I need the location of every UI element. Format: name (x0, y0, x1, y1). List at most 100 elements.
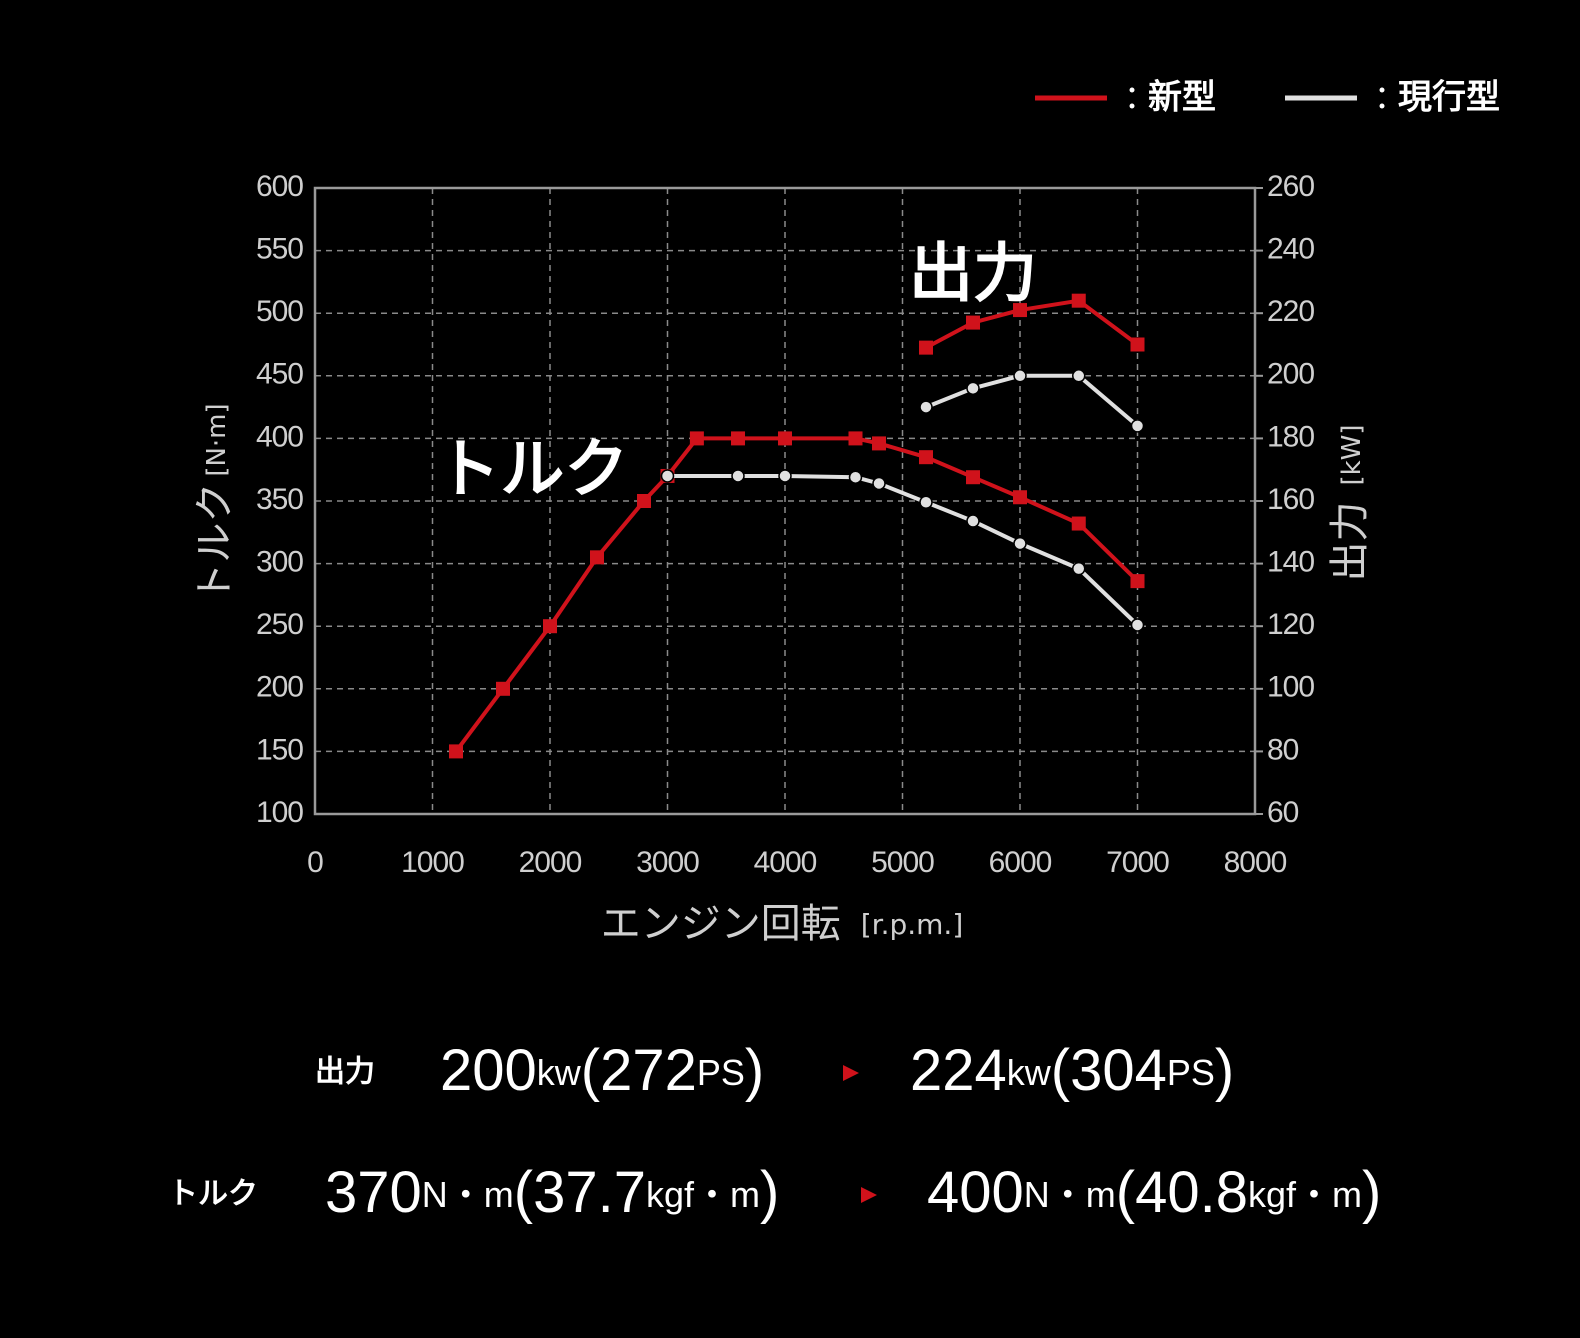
marker (689, 431, 704, 446)
spec-part: (304 (1051, 1038, 1167, 1103)
y-axis-label-unit: [N·m] (202, 403, 232, 476)
spec-label: 出力 (315, 1055, 375, 1090)
y-axis-label-text: トルク (192, 483, 238, 603)
x-tick-label: 5000 (871, 846, 934, 879)
spec-part: ) (760, 1160, 779, 1225)
x-tick-label: 0 (307, 846, 323, 879)
spec-value: 224kw(304PS) (910, 1038, 1234, 1103)
legend-label: 現行型 (1398, 78, 1500, 118)
x-axis-label-text: エンジン回転 (601, 901, 841, 947)
spec-part: (40.8 (1116, 1160, 1248, 1225)
y2-axis-label-unit: [kW] (1337, 424, 1367, 485)
y2-tick-label: 160 (1267, 483, 1314, 516)
spec-value: 400N・m(40.8kgf・m) (927, 1160, 1381, 1225)
marker (1130, 419, 1145, 433)
y2-axis-label: 出力 [kW] (1327, 424, 1373, 581)
marker (1130, 574, 1145, 589)
marker (1130, 337, 1145, 352)
spec-part: 200 (440, 1038, 537, 1103)
x-tick-label: 4000 (754, 846, 817, 879)
marker (919, 400, 933, 414)
y2-tick-label: 140 (1267, 546, 1314, 579)
annotation: トルク (436, 433, 628, 507)
legend-colon (1129, 103, 1135, 109)
plot-frame (313, 186, 1257, 816)
marker (1013, 536, 1027, 551)
marker (919, 340, 933, 355)
marker (848, 470, 863, 484)
spec-label: トルク (168, 1177, 258, 1212)
marker (637, 494, 651, 508)
x-tick-label: 7000 (1106, 846, 1169, 879)
y2-tick-label: 200 (1267, 358, 1314, 391)
marker (1130, 618, 1145, 632)
spec-value: 200kw(272PS) (440, 1038, 764, 1103)
marker (778, 469, 792, 483)
marker (1072, 561, 1086, 576)
y-tick-label: 200 (256, 671, 303, 704)
x-tick-label: 3000 (636, 846, 699, 879)
y2-tick-label: 180 (1267, 420, 1314, 453)
spec-part: ) (1362, 1160, 1381, 1225)
x-tick-label: 6000 (989, 846, 1052, 879)
y-tick-label: 150 (256, 733, 303, 766)
marker (966, 514, 980, 528)
y2-axis-label-text: 出力 (1327, 502, 1373, 582)
x-axis-label: エンジン回転 [r.p.m.] (601, 901, 964, 947)
y-tick-label: 600 (256, 170, 303, 203)
y-tick-label: 100 (256, 796, 303, 829)
marker (872, 476, 886, 491)
y-tick-label: 400 (256, 420, 303, 453)
spec-arrow (861, 1187, 877, 1203)
spec-part: 224 (910, 1038, 1007, 1103)
marker (1072, 369, 1086, 383)
marker (449, 744, 463, 759)
y-tick-label: 550 (256, 233, 303, 266)
y-axis-label: トルク [N·m] (192, 403, 238, 602)
spec-part: PS (697, 1052, 745, 1093)
marker (919, 450, 933, 465)
spec-value: 370N・m(37.7kgf・m) (325, 1160, 779, 1225)
y2-tick-label: 240 (1267, 233, 1314, 266)
spec-part: kgf・m (1248, 1174, 1362, 1215)
annotation: 出力 (909, 238, 1037, 312)
spec-part: 400 (927, 1160, 1024, 1225)
y2-tick-label: 260 (1267, 170, 1314, 203)
spec-part: kw (1007, 1052, 1052, 1093)
spec-part: kw (537, 1052, 582, 1093)
spec-part: ) (745, 1038, 764, 1103)
legend-colon (1129, 87, 1135, 93)
x-tick-label: 2000 (519, 846, 582, 879)
spec-part: (37.7 (514, 1160, 646, 1225)
marker (731, 431, 745, 446)
y-tick-label: 350 (256, 483, 303, 516)
x-tick-label: 8000 (1224, 846, 1287, 879)
marker (496, 681, 510, 696)
marker (966, 315, 980, 330)
legend-colon (1379, 87, 1385, 93)
spec-part: N・m (1024, 1174, 1116, 1215)
y-tick-label: 450 (256, 358, 303, 391)
spec-part: 370 (325, 1160, 422, 1225)
y-tick-label: 250 (256, 608, 303, 641)
spec-part: N・m (422, 1174, 514, 1215)
spec-part: (272 (581, 1038, 697, 1103)
x-axis-label-unit: [r.p.m.] (861, 908, 964, 941)
series-line (454, 436, 1139, 753)
marker (848, 431, 863, 446)
marker (1013, 369, 1027, 383)
legend-colon (1379, 103, 1385, 109)
marker (1071, 516, 1086, 531)
y-tick-label: 500 (256, 295, 303, 328)
legend-label: 新型 (1148, 78, 1216, 118)
y2-tick-label: 220 (1267, 295, 1314, 328)
marker (731, 469, 745, 483)
y2-tick-label: 80 (1267, 733, 1299, 766)
marker (660, 469, 675, 483)
marker (778, 431, 792, 446)
marker (966, 470, 980, 485)
spec-arrow (843, 1065, 859, 1081)
